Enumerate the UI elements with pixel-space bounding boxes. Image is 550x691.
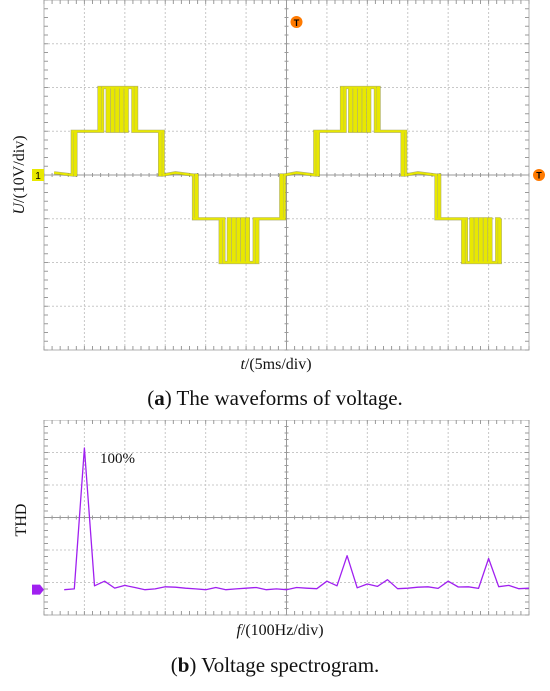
spectrum-markers [32, 584, 44, 595]
caption-a: (a) The waveforms of voltage. [147, 386, 403, 410]
spectrum-trace-line [64, 447, 530, 591]
minor-ticks-b [43, 420, 530, 616]
panel-b: 100% f/(100Hz/div) THD (b) Voltage spect… [0, 420, 550, 691]
y-axis-label-b: THD [13, 504, 30, 537]
trigger-marker-right-label: T [536, 171, 542, 181]
trigger-marker-top [290, 16, 303, 28]
caption-b: (b) Voltage spectrogram. [170, 653, 380, 677]
voltage-waveform-chart: 1 T T t/(5ms/div) U/(10V/div) [11, 0, 545, 373]
x-axis-label-a: t/(5ms/div) [240, 356, 311, 373]
trigger-marker-right [533, 169, 545, 181]
channel-marker-label: 1 [35, 171, 41, 182]
voltage-spectrum-chart: 100% f/(100Hz/div) THD [13, 420, 530, 639]
panel-a: 1 T T t/(5ms/div) U/(10V/div) (a) The wave… [11, 0, 545, 410]
channel-marker-b [32, 584, 44, 595]
trigger-marker-top-label: T [294, 18, 300, 28]
y-axis-label-a: U/(10V/div) [11, 135, 28, 214]
voltage-trace-line [53, 86, 502, 264]
spectrum-trace [64, 447, 530, 591]
x-axis-label-b: f/(100Hz/div) [236, 622, 323, 639]
voltage-trace [53, 85, 502, 265]
peak-annotation: 100% [100, 451, 135, 467]
channel-marker [32, 169, 44, 181]
scope-markers: 1 T T [32, 16, 545, 182]
